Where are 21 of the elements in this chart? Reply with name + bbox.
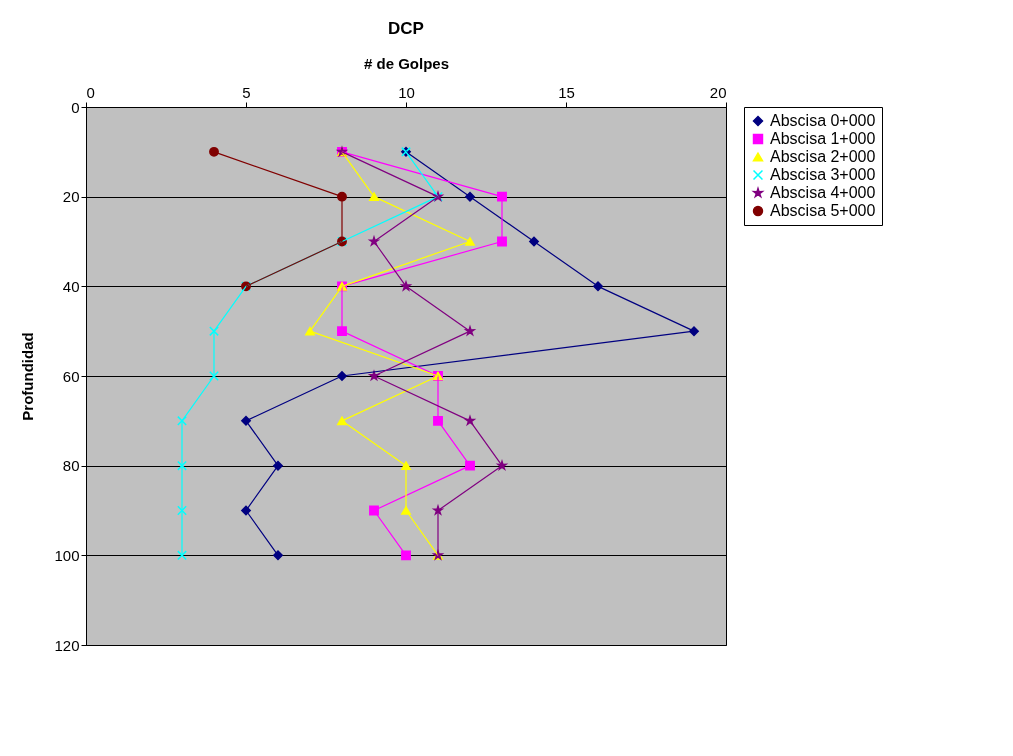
chart-title: DCP (388, 19, 424, 38)
y-tick-label: 120 (54, 636, 80, 654)
x-tick-label: 5 (242, 83, 251, 101)
legend-label: Abscisa 0+000 (770, 112, 876, 129)
y-tick-label: 80 (62, 457, 80, 475)
legend-label: Abscisa 4+000 (770, 184, 876, 201)
y-axis-title: Profundidad (19, 332, 37, 421)
x-tick-label: 15 (558, 83, 575, 101)
y-tick-label: 60 (62, 367, 80, 385)
y-tick-label: 20 (62, 188, 80, 206)
x-axis-title: # de Golpes (363, 54, 450, 72)
legend-label: Abscisa 1+000 (770, 130, 876, 147)
y-tick-label: 100 (54, 546, 80, 564)
legend-label: Abscisa 3+000 (770, 166, 876, 183)
legend-label: Abscisa 5+000 (770, 202, 876, 219)
y-tick-label: 0 (71, 98, 80, 116)
x-tick-label: 10 (398, 83, 415, 101)
legend-label: Abscisa 2+000 (770, 148, 876, 165)
y-tick-label: 40 (62, 277, 80, 295)
x-tick-label: 0 (86, 83, 95, 101)
x-tick-label: 20 (709, 83, 727, 101)
